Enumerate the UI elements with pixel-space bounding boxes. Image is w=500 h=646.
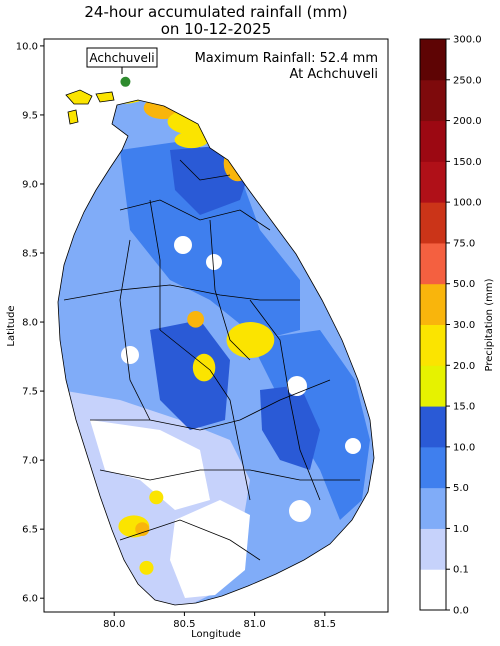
colorbar-tick-label: 150.0: [453, 157, 482, 168]
x-tick-label: 81.0: [243, 619, 265, 630]
y-tick-label: 9.0: [22, 179, 38, 190]
chart-title-line2: on 10-12-2025: [161, 20, 272, 38]
y-tick-label: 7.5: [22, 387, 38, 398]
colorbar: 0.0 0.1 1.0 5.0 10.0 15.0 20.0 30.0 50.0 75.0 100.…: [419, 35, 482, 617]
colorbar-segment: [420, 242, 446, 285]
rain-cell: [187, 311, 205, 328]
colorbar-segment: [420, 324, 446, 366]
colorbar-segment: [420, 39, 446, 81]
station-label: Achchuveli: [89, 51, 154, 65]
no-rain-zone-south: [170, 500, 250, 598]
colorbar-tick-label: 75.0: [453, 238, 475, 249]
colorbar-tick-label: 20.0: [453, 361, 475, 372]
dry-spot: [206, 254, 222, 270]
colorbar-segment: [420, 528, 446, 570]
x-tick-label: 80.5: [173, 619, 195, 630]
colorbar-tick-label: 200.0: [453, 116, 482, 127]
colorbar-segment: [420, 79, 446, 122]
rain-cell: [226, 322, 275, 358]
no-rain-zone-southwest: [90, 420, 210, 510]
x-axis-ticks: 80.0 80.5 81.0 81.5: [103, 612, 336, 630]
rain-cell: [174, 131, 209, 149]
chart-title-line1: 24-hour accumulated rainfall (mm): [84, 3, 347, 21]
heavy-rain-zone-east: [260, 385, 320, 470]
y-tick-label: 6.5: [22, 525, 38, 536]
colorbar-tick-label: 300.0: [453, 35, 482, 46]
dry-spot: [174, 236, 192, 254]
rain-cell: [135, 522, 150, 537]
colorbar-tick-label: 0.1: [453, 565, 469, 576]
colorbar-tick-label: 30.0: [453, 320, 475, 331]
colorbar-segment: [420, 365, 446, 407]
colorbar-segment: [420, 487, 446, 529]
colorbar-segment: [420, 283, 446, 325]
dry-spot: [121, 346, 139, 364]
district-boundaries: [57, 99, 375, 606]
colorbar-segment: [420, 202, 446, 244]
x-tick-label: 80.0: [103, 619, 125, 630]
colorbar-segment: [420, 406, 446, 448]
dry-spot: [345, 438, 361, 454]
y-tick-label: 6.0: [22, 594, 38, 605]
rain-cell: [139, 560, 154, 575]
rain-cell: [149, 490, 164, 505]
colorbar-tick-label: 250.0: [453, 75, 482, 86]
y-tick-label: 10.0: [16, 41, 38, 52]
colorbar-label: Precipitation (mm): [484, 278, 495, 371]
colorbar-tick-label: 0.0: [453, 606, 469, 617]
dry-spot: [289, 500, 311, 522]
colorbar-tick-label: 50.0: [453, 279, 475, 290]
colorbar-tick-label: 15.0: [453, 402, 475, 413]
colorbar-tick-label: 100.0: [453, 198, 482, 209]
colorbar-tick-label: 10.0: [453, 442, 475, 453]
y-axis-ticks: 6.0 6.5 7.0 7.5 8.0 8.5 9.0 9.5 10.0: [16, 41, 44, 605]
station-marker: [120, 76, 131, 87]
colorbar-segment: [420, 161, 446, 203]
colorbar-segment: [420, 446, 446, 489]
y-tick-label: 7.0: [22, 456, 38, 467]
max-rainfall-location: At Achchuveli: [290, 67, 379, 82]
max-rainfall-text: Maximum Rainfall: 52.4 mm: [195, 51, 378, 66]
moderate-rain-zone-north: [120, 140, 300, 340]
x-axis-label: Longitude: [191, 629, 241, 640]
y-tick-label: 8.0: [22, 318, 38, 329]
colorbar-segment: [420, 569, 446, 611]
rain-cell: [192, 353, 216, 382]
colorbar-segment: [420, 120, 446, 162]
colorbar-tick-label: 1.0: [453, 524, 469, 535]
y-tick-label: 8.5: [22, 249, 38, 260]
northern-islands: [65, 89, 115, 125]
heavy-rain-zone-central: [150, 320, 230, 430]
x-tick-label: 81.5: [314, 619, 336, 630]
y-tick-label: 9.5: [22, 110, 38, 121]
colorbar-tick-label: 5.0: [453, 483, 469, 494]
y-axis-label: Latitude: [6, 305, 17, 346]
